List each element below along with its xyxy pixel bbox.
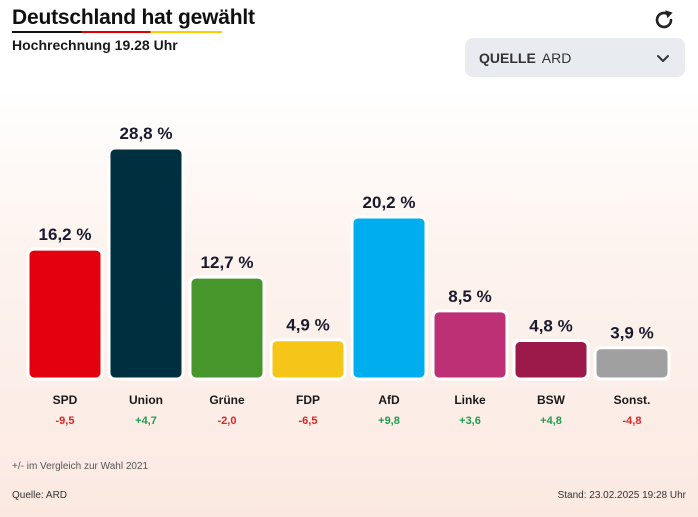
bar-value-label: 12,7 %: [201, 253, 254, 272]
bar-value-label: 4,9 %: [286, 316, 329, 335]
bar-value-label: 20,2 %: [363, 193, 416, 212]
change-label: +3,6: [459, 415, 481, 427]
footer-timestamp: Stand: 23.02.2025 19:28 Uhr: [557, 490, 686, 501]
bar-grne: [188, 275, 266, 381]
source-select[interactable]: QUELLE ARD: [465, 38, 685, 77]
bar-fdp: [269, 338, 347, 381]
category-label: SPD: [53, 393, 78, 407]
category-label: FDP: [296, 393, 320, 407]
page-title: Deutschland hat gewählt: [12, 6, 255, 29]
page-subtitle: Hochrechnung 19.28 Uhr: [12, 37, 178, 53]
bar-bsw: [512, 339, 590, 381]
bar-value-label: 4,8 %: [529, 317, 572, 336]
change-label: -2,0: [218, 415, 237, 427]
category-label: Linke: [454, 393, 486, 407]
footer-source: Quelle: ARD: [12, 490, 68, 501]
bar-value-label: 16,2 %: [39, 225, 92, 244]
source-select-value: ARD: [541, 49, 572, 66]
category-label: Grüne: [209, 393, 245, 407]
category-label: Sonst.: [614, 393, 651, 407]
bar-linke: [431, 309, 509, 381]
bar-sonst: [593, 346, 671, 381]
source-select-label: QUELLE: [479, 49, 536, 66]
change-label: -9,5: [56, 415, 75, 427]
comparison-footnote: +/- im Vergleich zur Wahl 2021: [12, 461, 149, 472]
bar-value-label: 3,9 %: [610, 324, 653, 343]
change-label: +4,8: [540, 415, 562, 427]
bar-afd: [350, 215, 428, 381]
category-label: AfD: [378, 393, 400, 407]
change-label: +9,8: [378, 415, 400, 427]
title-underline: [12, 31, 222, 33]
change-label: -6,5: [299, 415, 318, 427]
refresh-button[interactable]: [650, 6, 678, 34]
change-label: +4,7: [135, 415, 157, 427]
bar-spd: [26, 247, 104, 381]
bar-value-label: 8,5 %: [448, 287, 491, 306]
refresh-icon: [655, 10, 673, 29]
category-label: BSW: [537, 393, 566, 407]
bar-union: [107, 146, 185, 381]
category-label: Union: [129, 393, 163, 407]
change-label: -4,8: [623, 415, 642, 427]
bar-value-label: 28,8 %: [120, 124, 173, 143]
chevron-down-icon: [657, 54, 669, 62]
